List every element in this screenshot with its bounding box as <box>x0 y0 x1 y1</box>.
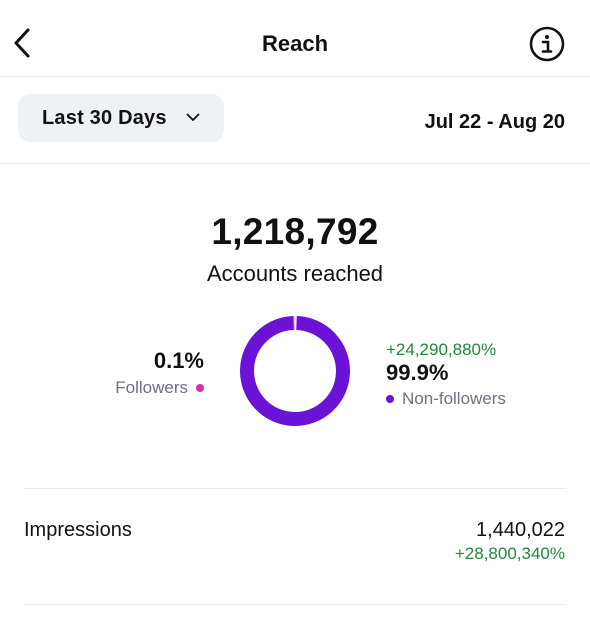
section-divider <box>24 488 566 489</box>
non-followers-legend: Non-followers <box>386 389 506 409</box>
date-range-label: Last 30 Days <box>42 107 167 129</box>
impressions-value: 1,440,022 <box>476 519 565 541</box>
followers-dot <box>196 384 204 392</box>
date-range-dropdown[interactable]: Last 30 Days <box>18 94 224 142</box>
header-divider <box>0 76 590 77</box>
non-followers-change: +24,290,880% <box>386 340 497 359</box>
top-bar: Reach <box>0 0 590 76</box>
info-circle-icon <box>529 26 565 62</box>
bottom-divider <box>24 604 566 605</box>
filter-divider <box>0 163 590 164</box>
info-button[interactable] <box>529 26 565 62</box>
impressions-label: Impressions <box>24 519 132 541</box>
followers-percent: 0.1% <box>153 348 204 373</box>
impressions-change: +28,800,340% <box>454 544 565 563</box>
chevron-left-icon <box>14 28 30 58</box>
followers-legend: Followers <box>115 378 204 398</box>
page-title: Reach <box>261 31 329 56</box>
accounts-reached-label: Accounts reached <box>206 261 384 286</box>
back-button[interactable] <box>10 26 36 60</box>
date-range-text: Jul 22 - Aug 20 <box>424 111 565 133</box>
non-followers-percent: 99.9% <box>386 360 449 385</box>
accounts-reached-value: 1,218,792 <box>211 211 379 252</box>
non-followers-slice <box>240 316 350 426</box>
chevron-down-icon <box>186 113 200 121</box>
non-followers-label: Non-followers <box>402 389 506 408</box>
reach-donut-chart <box>240 316 350 426</box>
followers-label: Followers <box>115 378 188 397</box>
non-followers-dot <box>386 395 394 403</box>
